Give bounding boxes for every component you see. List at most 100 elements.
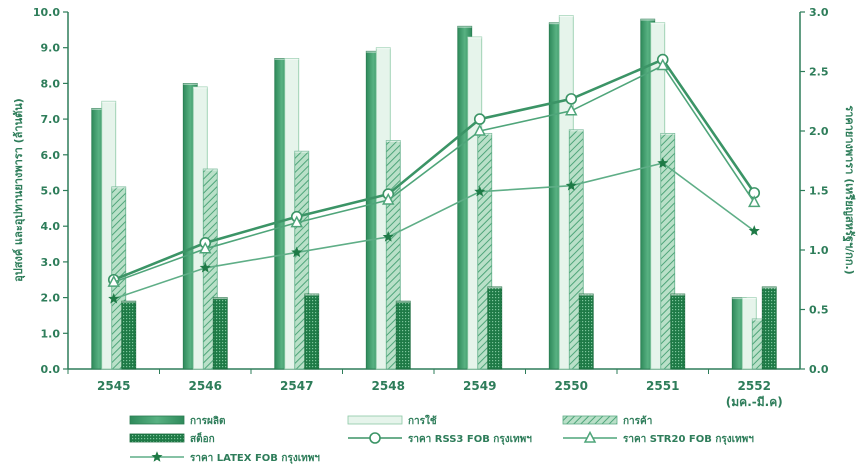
x-tick-label: 2550 bbox=[555, 379, 588, 393]
price-point-circle-2549 bbox=[473, 113, 486, 125]
bar-highlight bbox=[213, 297, 228, 300]
left-tick-label: 5.0 bbox=[41, 185, 61, 198]
x-tick-label: 2547 bbox=[280, 379, 313, 393]
plot-area bbox=[67, 12, 801, 370]
bar-dots-2548 bbox=[395, 300, 411, 370]
left-tick-label: 10.0 bbox=[33, 6, 60, 19]
bar-highlight bbox=[457, 26, 472, 28]
x-tick-label: 2551 bbox=[646, 379, 679, 393]
bar-dots-2546 bbox=[212, 297, 228, 370]
right-tick-label: 2.5 bbox=[809, 66, 829, 79]
x-tick-label: 2552 bbox=[738, 379, 771, 393]
left-tick-label: 9.0 bbox=[41, 42, 61, 55]
bar-dots-2552 bbox=[761, 286, 777, 370]
x-tick-label: 2545 bbox=[97, 379, 130, 393]
price-point-star-2551 bbox=[657, 157, 669, 168]
bar-highlight bbox=[559, 15, 574, 18]
price-point-star-2548 bbox=[382, 231, 394, 242]
bar-dots-2549 bbox=[487, 286, 503, 370]
x-tick-label: 2548 bbox=[372, 379, 405, 393]
bar-highlight bbox=[203, 169, 218, 171]
bar-highlight bbox=[660, 133, 675, 135]
x-ticks: 2545 2546 2547 2548 2549 2550 2551 2552 (มค.-มี.… bbox=[67, 369, 783, 409]
price-point-triangle-2545 bbox=[107, 275, 120, 287]
x-tick-sublabel: (มค.-มี.ค) bbox=[726, 395, 783, 409]
legend-label: ราคา STR20 FOB กรุงเทพฯ bbox=[623, 434, 754, 445]
legend-label: ราคา RSS3 FOB กรุงเทพฯ bbox=[408, 434, 532, 445]
legend-item: การค้า bbox=[562, 415, 652, 427]
left-tick-label: 4.0 bbox=[41, 220, 61, 233]
legend-label: การใช้ bbox=[408, 414, 437, 427]
legend-marker-star bbox=[151, 451, 163, 462]
legend-item: สต็อก bbox=[129, 431, 215, 445]
price-line-star bbox=[113, 162, 755, 300]
legend-label: สต็อก bbox=[190, 431, 215, 445]
price-point-triangle-2552 bbox=[748, 195, 761, 208]
legend: การผลิต การใช้ การค้าสต็อก ราคา RSS3 FOB กร… bbox=[129, 414, 754, 464]
right-tick-label: 1.5 bbox=[809, 185, 829, 198]
bar-highlight bbox=[111, 186, 126, 189]
legend-marker-triangle bbox=[583, 430, 597, 443]
price-point-star-2545 bbox=[108, 292, 120, 304]
legend-label: การผลิต bbox=[190, 415, 226, 427]
bar-dots-2550 bbox=[578, 293, 594, 370]
price-point-star-2549 bbox=[474, 185, 486, 197]
left-tick-label: 3.0 bbox=[41, 256, 61, 269]
right-tick-label: 1.0 bbox=[809, 244, 829, 257]
price-point-triangle-2551 bbox=[656, 58, 669, 71]
bar-highlight bbox=[569, 129, 584, 132]
bar-highlight bbox=[274, 58, 289, 60]
bar-highlight bbox=[386, 140, 401, 143]
bar-highlight bbox=[762, 286, 777, 289]
price-line-circle bbox=[113, 57, 756, 282]
bar-highlight bbox=[91, 108, 106, 110]
right-tick-label: 0.0 bbox=[809, 363, 829, 376]
bar-highlight bbox=[752, 319, 767, 321]
x-tick-label: 2549 bbox=[463, 379, 496, 393]
right-y-ticks: 0.0 0.5 1.0 1.5 2.0 2.5 3.0 bbox=[800, 6, 829, 376]
legend-item: ราคา STR20 FOB กรุงเทพฯ bbox=[563, 430, 754, 445]
right-axis-label: ราคายางพารา (เหรียญสหรัฐฯ/กก.) bbox=[842, 105, 856, 274]
legend-marker-circle bbox=[369, 432, 381, 444]
bar-dots-2545 bbox=[121, 300, 137, 370]
bar-highlight bbox=[284, 58, 299, 60]
bars bbox=[91, 15, 777, 370]
price-point-star-2546 bbox=[199, 262, 211, 273]
left-y-ticks: 0.0 1.0 2.0 3.0 4.0 5.0 6.0 7.0 8.0 9.0 10.0 bbox=[33, 6, 68, 376]
price-line-triangle bbox=[113, 64, 755, 283]
bar-highlight bbox=[549, 22, 564, 25]
bar-highlight bbox=[193, 86, 208, 89]
legend-item: ราคา LATEX FOB กรุงเทพฯ bbox=[130, 451, 320, 464]
x-tick-label: 2546 bbox=[189, 379, 222, 393]
bar-highlight bbox=[487, 286, 502, 289]
bar-highlight bbox=[670, 294, 685, 296]
bar-highlight bbox=[376, 47, 391, 50]
bar-highlight bbox=[732, 297, 747, 300]
price-lines bbox=[107, 53, 761, 304]
left-tick-label: 7.0 bbox=[41, 113, 61, 126]
legend-swatch-hatch bbox=[562, 415, 618, 425]
legend-item: การผลิต bbox=[129, 415, 226, 427]
legend-label: การค้า bbox=[623, 415, 652, 427]
bar-highlight bbox=[304, 294, 319, 296]
right-tick-label: 0.5 bbox=[809, 304, 829, 317]
legend-swatch-dots bbox=[129, 433, 185, 443]
price-point-circle-2550 bbox=[565, 93, 578, 105]
price-point-triangle-2549 bbox=[473, 123, 486, 136]
price-point-star-2547 bbox=[291, 246, 303, 258]
right-tick-label: 2.0 bbox=[809, 125, 829, 138]
bar-highlight bbox=[366, 51, 381, 53]
bar-highlight bbox=[294, 151, 309, 153]
right-tick-label: 3.0 bbox=[809, 6, 829, 19]
legend-swatch-solid bbox=[129, 415, 185, 425]
price-point-triangle-2546 bbox=[199, 241, 212, 254]
price-point-star-2552 bbox=[748, 225, 760, 236]
bar-highlight bbox=[121, 301, 136, 303]
legend-item: ราคา RSS3 FOB กรุงเทพฯ bbox=[348, 432, 532, 445]
price-point-triangle-2547 bbox=[290, 215, 303, 228]
bar-highlight bbox=[742, 297, 757, 300]
bar-highlight bbox=[640, 19, 655, 21]
bar-highlight bbox=[183, 83, 198, 85]
price-point-star-2550 bbox=[565, 179, 577, 191]
